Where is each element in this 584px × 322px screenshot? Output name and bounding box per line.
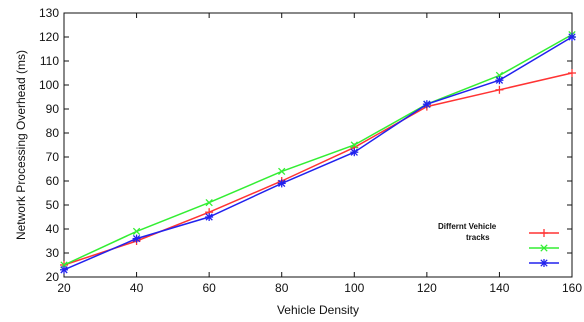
marker-stroke	[423, 100, 431, 108]
y-tick-label: 40	[46, 222, 60, 236]
series-line	[63, 72, 573, 266]
data-point-marker	[350, 148, 359, 157]
legend-title-line2: tracks	[466, 233, 490, 242]
y-tick-label: 90	[46, 102, 60, 116]
x-axis-label: Vehicle Density	[277, 303, 359, 317]
y-axis-label: Network Processing Overhead (ms)	[14, 50, 28, 240]
y-tick-label: 110	[40, 54, 59, 68]
series-line	[63, 36, 573, 271]
data-point-marker	[495, 76, 504, 85]
y-tick-label: 80	[46, 126, 60, 140]
ticks: 20 40 60 80 100 120 140 160 20 30 40 50 60 70 80 90 100 1…	[39, 6, 582, 295]
series-line	[63, 33, 573, 266]
data-point-marker	[205, 198, 213, 207]
marker-stroke	[540, 259, 548, 267]
y-tick-label: 50	[46, 198, 60, 212]
marker-stroke	[278, 167, 286, 176]
y-tick-label: 130	[39, 6, 59, 20]
data-point-marker	[540, 259, 548, 267]
data-point-marker	[540, 244, 548, 252]
marker-stroke	[205, 213, 213, 221]
data-point-marker	[540, 229, 548, 237]
marker-stroke	[495, 76, 504, 84]
legend: Differnt Vehicle tracks	[438, 222, 559, 267]
x-tick-label: 20	[57, 281, 71, 295]
plot-frame	[63, 12, 573, 278]
data-point-marker	[132, 227, 141, 236]
data-point-marker	[568, 69, 576, 77]
axes	[63, 12, 573, 278]
data-point-marker	[568, 33, 576, 41]
x-tick-label: 60	[202, 281, 216, 295]
marker-stroke	[132, 234, 141, 243]
data-point-marker	[132, 234, 141, 243]
legend-entry-1	[529, 229, 559, 237]
y-tick-label: 20	[46, 270, 60, 284]
y-tick-label: 70	[46, 150, 60, 164]
y-tick-label: 60	[46, 174, 60, 188]
x-tick-label: 160	[562, 281, 582, 295]
x-tick-label: 140	[489, 281, 509, 295]
legend-entry-2	[529, 244, 559, 252]
y-tick-label: 120	[39, 30, 59, 44]
data-point-marker	[495, 85, 504, 94]
marker-stroke	[60, 266, 68, 274]
y-tick-label: 30	[46, 246, 60, 260]
data-point-marker	[422, 100, 431, 109]
marker-stroke	[540, 244, 548, 252]
series-2	[60, 30, 576, 269]
x-tick-label: 80	[275, 281, 289, 295]
y-tick-label: 100	[39, 78, 59, 92]
marker-stroke	[568, 33, 576, 41]
legend-entry-3	[529, 259, 559, 267]
marker-stroke	[350, 148, 358, 156]
data-point-marker	[60, 265, 68, 274]
x-tick-label: 40	[130, 281, 144, 295]
series-3	[60, 33, 576, 274]
data-point-marker	[205, 213, 214, 221]
x-tick-label: 120	[417, 281, 437, 295]
marker-stroke	[278, 179, 286, 188]
data-point-marker	[278, 167, 286, 176]
series-lines	[60, 30, 576, 274]
marker-stroke	[350, 141, 358, 149]
x-tick-label: 100	[344, 281, 364, 295]
data-point-marker	[277, 179, 286, 188]
legend-title-line1: Differnt Vehicle	[438, 222, 497, 231]
marker-stroke	[132, 227, 141, 236]
data-point-marker	[350, 141, 358, 149]
marker-stroke	[205, 198, 213, 207]
